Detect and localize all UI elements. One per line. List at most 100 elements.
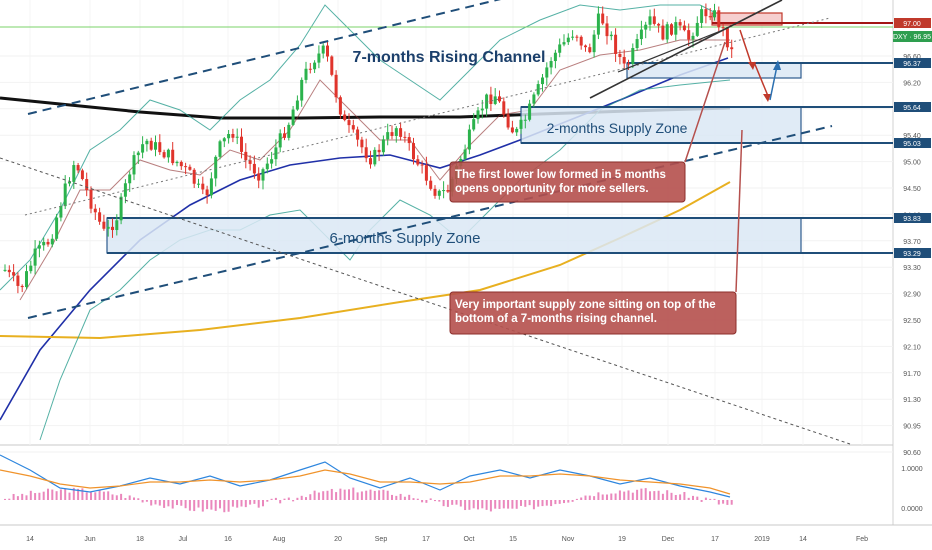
macd-histogram-bar bbox=[593, 496, 596, 500]
candle-body bbox=[480, 108, 484, 111]
macd-histogram-bar bbox=[12, 493, 15, 500]
x-tick-label: 18 bbox=[136, 536, 144, 543]
annotation-supply-zone-text: Very important supply zone sitting on to… bbox=[455, 299, 716, 311]
macd-histogram-bar bbox=[606, 494, 608, 500]
macd-histogram-bar bbox=[335, 492, 338, 500]
candle-body bbox=[532, 94, 536, 104]
macd-histogram-bar bbox=[270, 498, 273, 500]
candle-body bbox=[575, 36, 579, 38]
candle-body bbox=[209, 178, 213, 196]
six-month-supply-zone bbox=[106, 217, 802, 254]
macd-histogram-bar bbox=[4, 498, 6, 500]
macd-histogram-bar bbox=[580, 497, 583, 500]
candle-body bbox=[171, 149, 175, 164]
macd-histogram-bar bbox=[249, 500, 252, 505]
candle-body bbox=[364, 147, 368, 159]
candle-body bbox=[158, 142, 162, 153]
macd-histogram-bar bbox=[477, 500, 479, 510]
macd-histogram-bar bbox=[55, 491, 58, 500]
macd-histogram-bar bbox=[408, 494, 411, 500]
candle-body bbox=[214, 156, 218, 179]
macd-histogram-bar bbox=[210, 500, 213, 510]
candle-body bbox=[42, 241, 46, 246]
candle-body bbox=[708, 16, 712, 18]
macd-histogram-bar bbox=[704, 497, 707, 500]
price-tag-bg bbox=[894, 213, 931, 223]
candle-body bbox=[106, 226, 110, 229]
macd-tick: 0.0000 bbox=[901, 506, 923, 513]
macd-histogram-bar bbox=[429, 498, 432, 500]
candle-body bbox=[179, 161, 183, 167]
wedge-line-2 bbox=[617, 27, 729, 73]
y-tick-label: 91.30 bbox=[903, 397, 921, 404]
candle-body bbox=[162, 152, 166, 158]
candle-body bbox=[334, 74, 338, 98]
candle-body bbox=[687, 30, 691, 40]
macd-histogram-bar bbox=[494, 500, 497, 509]
candle-body bbox=[308, 68, 312, 70]
macd-histogram-bar bbox=[257, 500, 260, 508]
macd-histogram-bar bbox=[472, 500, 475, 509]
macd-histogram-bar bbox=[98, 489, 101, 500]
macd-histogram-bar bbox=[163, 500, 166, 508]
macd-histogram-bar bbox=[219, 500, 221, 509]
price-tag-bg bbox=[894, 18, 931, 28]
x-tick-label: Aug bbox=[273, 536, 286, 543]
macd-histogram-bar bbox=[567, 500, 570, 503]
macd-histogram-bar bbox=[193, 500, 196, 512]
candle-body bbox=[218, 141, 222, 157]
candle-body bbox=[149, 140, 153, 150]
y-tick-label: 95.40 bbox=[903, 133, 921, 140]
macd-histogram-bar bbox=[528, 500, 531, 506]
macd-histogram-bar bbox=[330, 488, 333, 500]
macd-histogram-bar bbox=[25, 495, 28, 500]
candle-body bbox=[489, 94, 493, 104]
y-tick-label: 93.70 bbox=[903, 239, 921, 246]
candle-body bbox=[188, 166, 192, 170]
x-tick-label: Sep bbox=[375, 536, 388, 543]
time-axis: 14 Jun 18 Jul 16 Aug 20 Sep 17 Oct 15 Nov 19 Dec 17 201… bbox=[26, 536, 868, 543]
candle-body bbox=[136, 152, 140, 156]
macd-histogram-bar bbox=[77, 488, 80, 500]
candle-body bbox=[562, 42, 566, 45]
candle-body bbox=[76, 165, 80, 171]
x-tick-label: 15 bbox=[509, 536, 517, 543]
x-tick-label: 17 bbox=[711, 536, 719, 543]
channel-lower-line bbox=[27, 125, 833, 319]
six-month-zone-label: 6-months Supply Zone bbox=[330, 230, 481, 247]
candle-body bbox=[343, 114, 347, 121]
macd-histogram-bar bbox=[588, 495, 591, 500]
macd-histogram-bar bbox=[649, 491, 651, 500]
macd-histogram-bar bbox=[455, 500, 458, 505]
macd-histogram-bar bbox=[360, 491, 363, 500]
x-tick-label: Nov bbox=[562, 536, 575, 543]
macd-histogram-bar bbox=[502, 500, 505, 509]
candle-body bbox=[472, 119, 476, 130]
candle-body bbox=[175, 161, 179, 164]
candle-body bbox=[390, 132, 394, 136]
x-tick-label: 17 bbox=[422, 536, 430, 543]
macd-histogram-bar bbox=[640, 488, 643, 500]
macd-histogram-bar bbox=[373, 490, 376, 500]
macd-histogram-bar bbox=[601, 494, 604, 500]
candle-body bbox=[111, 226, 114, 231]
candle-body bbox=[476, 110, 480, 120]
candle-body bbox=[227, 134, 231, 139]
macd-histogram-bar bbox=[64, 488, 67, 500]
macd-histogram-bar bbox=[653, 491, 656, 500]
macd-histogram-bar bbox=[214, 500, 217, 511]
candle-body bbox=[704, 9, 708, 17]
candle-body bbox=[351, 125, 355, 130]
candle-body bbox=[270, 159, 274, 164]
macd-histogram-bar bbox=[515, 500, 518, 509]
candle-body bbox=[549, 61, 553, 68]
candle-body bbox=[244, 151, 248, 161]
macd-histogram-bar bbox=[722, 500, 725, 504]
macd-histogram-bar bbox=[253, 500, 256, 504]
candle-body bbox=[46, 241, 50, 245]
macd-histogram-bar bbox=[167, 500, 170, 507]
macd-histogram-bar bbox=[468, 500, 471, 510]
macd-histogram-bar bbox=[68, 492, 71, 500]
macd-histogram-bar bbox=[537, 500, 540, 507]
macd-histogram-bar bbox=[386, 490, 389, 500]
